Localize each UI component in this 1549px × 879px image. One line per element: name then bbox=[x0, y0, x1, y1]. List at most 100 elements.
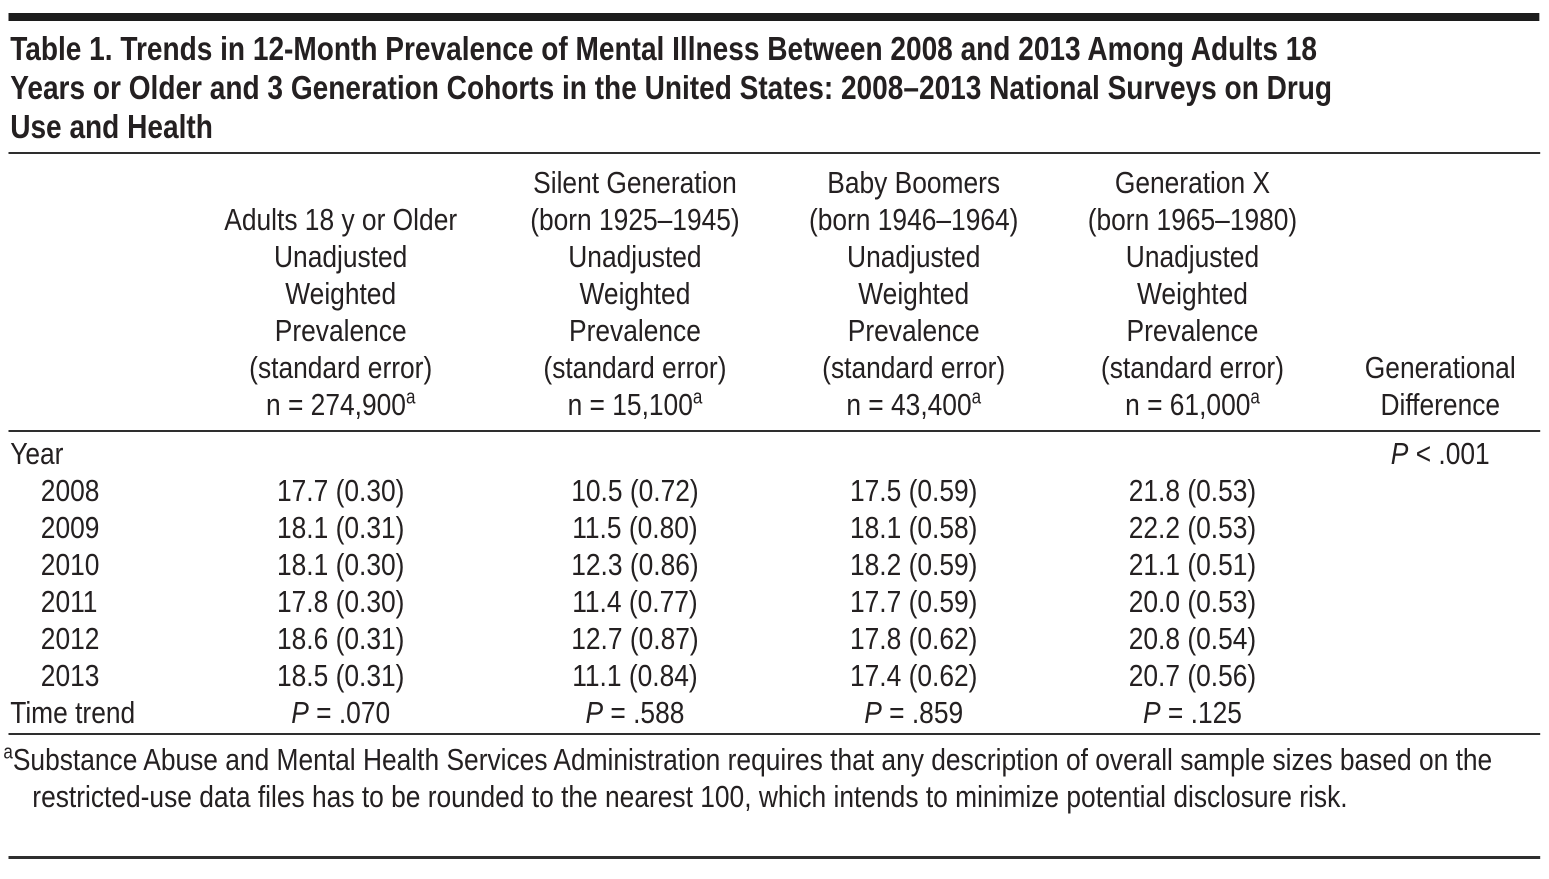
prevalence-cell bbox=[496, 435, 775, 472]
prevalence-cell: 17.7 (0.30) bbox=[276, 473, 405, 508]
table-header-row: Adults 18 y or Older Unadjusted Weighted Pr… bbox=[0, 154, 1549, 430]
prevalence-cell: P = .125 bbox=[1053, 694, 1332, 731]
header-rule bbox=[8, 430, 1541, 432]
prevalence-cell: 18.2 (0.59) bbox=[849, 547, 978, 582]
column-header-silent-generation: Silent Generation (born 1925–1945) Unadjus… bbox=[496, 164, 775, 423]
header-line: Weighted bbox=[858, 276, 970, 311]
header-line: Difference bbox=[1380, 387, 1501, 422]
prevalence-cell: 18.1 (0.58) bbox=[849, 510, 978, 545]
header-line: Unadjusted bbox=[1125, 239, 1260, 274]
bottom-rule bbox=[8, 856, 1541, 859]
table-title: Table 1. Trends in 12-Month Prevalence o… bbox=[10, 30, 1333, 145]
header-line: Unadjusted bbox=[847, 239, 981, 274]
header-line: (born 1946–1964) bbox=[808, 202, 1019, 237]
p-value-text: < .001 bbox=[1408, 436, 1490, 471]
footnote-text: Substance Abuse and Mental Health Servic… bbox=[12, 742, 1493, 814]
column-header-adults-18-or-older: Adults 18 y or Older Unadjusted Weighted Pr… bbox=[186, 201, 496, 423]
table-row-time-trend: Time trend P = .070 P = .588 P = .859 P = .1… bbox=[0, 694, 1549, 731]
sample-size-footnote-marker: a bbox=[692, 386, 703, 409]
table-row-year: Year P < .001 bbox=[0, 435, 1549, 472]
header-line: Generation X bbox=[1114, 165, 1271, 200]
sample-size-text: n = 15,100 bbox=[567, 387, 693, 422]
header-line: Unadjusted bbox=[568, 239, 702, 274]
prevalence-cell: 17.8 (0.62) bbox=[849, 621, 978, 656]
prevalence-cell: 17.8 (0.30) bbox=[276, 584, 405, 619]
prevalence-cell: 17.7 (0.59) bbox=[849, 584, 978, 619]
row-label: 2013 bbox=[40, 658, 100, 693]
prevalence-cell: 11.1 (0.84) bbox=[572, 658, 698, 693]
sample-size-footnote-marker: a bbox=[1250, 386, 1260, 409]
header-sample-size: n = 61,000a bbox=[1053, 386, 1332, 423]
header-line: Adults 18 y or Older bbox=[224, 202, 458, 237]
title-rule bbox=[8, 152, 1541, 154]
prevalence-cell: 17.4 (0.62) bbox=[849, 658, 978, 693]
table-row-2013: 2013 18.5 (0.31) 11.1 (0.84) 17.4 (0.62) 20.… bbox=[0, 657, 1549, 694]
prevalence-cell bbox=[774, 435, 1053, 472]
prevalence-cell: 18.1 (0.31) bbox=[276, 510, 405, 545]
generational-difference-cell bbox=[1332, 546, 1549, 583]
column-header-baby-boomers: Baby Boomers (born 1946–1964) Unadjusted We… bbox=[774, 164, 1053, 423]
p-value-text: = .125 bbox=[1160, 695, 1242, 730]
prevalence-cell: P = .859 bbox=[774, 694, 1053, 731]
prevalence-cell: 12.3 (0.86) bbox=[571, 547, 699, 582]
row-label: Time trend bbox=[10, 695, 136, 730]
generational-difference-cell bbox=[1332, 694, 1549, 731]
table-figure: Table 1. Trends in 12-Month Prevalence o… bbox=[0, 13, 1549, 859]
header-sample-size: n = 274,900a bbox=[186, 386, 496, 423]
header-line: Prevalence bbox=[274, 313, 407, 348]
p-symbol: P bbox=[1143, 695, 1161, 730]
row-label: 2011 bbox=[40, 584, 98, 619]
table-body: Year P < .001 2008 17.7 (0.30) 10.5 (0.72) 17… bbox=[0, 432, 1549, 733]
body-rule bbox=[8, 733, 1541, 735]
prevalence-cell: 18.5 (0.31) bbox=[276, 658, 405, 693]
p-symbol: P bbox=[291, 695, 309, 730]
prevalence-cell: 20.0 (0.53) bbox=[1128, 584, 1257, 619]
generational-difference-cell bbox=[1332, 472, 1549, 509]
prevalence-cell: 20.7 (0.56) bbox=[1128, 658, 1257, 693]
top-bar bbox=[8, 13, 1540, 21]
prevalence-cell: 11.5 (0.80) bbox=[572, 510, 698, 545]
sample-size-text: n = 274,900 bbox=[265, 387, 406, 422]
table-row-2009: 2009 18.1 (0.31) 11.5 (0.80) 18.1 (0.58) 22.… bbox=[0, 509, 1549, 546]
row-label: Year bbox=[10, 436, 64, 471]
footnote-marker: a bbox=[3, 741, 13, 764]
generational-difference-cell: P < .001 bbox=[1332, 435, 1549, 472]
header-line: Baby Boomers bbox=[827, 165, 1001, 200]
row-label: 2008 bbox=[40, 473, 100, 508]
column-header-generation-x: Generation X (born 1965–1980) Unadjusted We… bbox=[1053, 164, 1332, 423]
prevalence-cell: 12.7 (0.87) bbox=[571, 621, 699, 656]
sample-size-footnote-marker: a bbox=[405, 386, 416, 409]
prevalence-cell: 21.1 (0.51) bbox=[1128, 547, 1257, 582]
p-value-text: = .859 bbox=[881, 695, 964, 730]
header-sample-size: n = 43,400a bbox=[774, 386, 1053, 423]
header-line: (born 1965–1980) bbox=[1087, 202, 1298, 237]
header-line: Prevalence bbox=[569, 313, 701, 348]
header-line: Weighted bbox=[1137, 276, 1248, 311]
header-line: Generational bbox=[1364, 350, 1516, 385]
table-footnote: aSubstance Abuse and Mental Health Servi… bbox=[3, 741, 1538, 852]
header-line: Weighted bbox=[285, 276, 397, 311]
prevalence-cell: 10.5 (0.72) bbox=[571, 473, 699, 508]
header-line: Prevalence bbox=[1126, 313, 1259, 348]
table-row-2011: 2011 17.8 (0.30) 11.4 (0.77) 17.7 (0.59) 20.… bbox=[0, 583, 1549, 620]
sample-size-text: n = 61,000 bbox=[1125, 387, 1251, 422]
prevalence-cell bbox=[1053, 435, 1332, 472]
header-line: (born 1925–1945) bbox=[530, 202, 740, 237]
prevalence-cell: 18.6 (0.31) bbox=[276, 621, 405, 656]
table-row-2010: 2010 18.1 (0.30) 12.3 (0.86) 18.2 (0.59) 21.… bbox=[0, 546, 1549, 583]
generational-difference-cell bbox=[1332, 620, 1549, 657]
sample-size-text: n = 43,400 bbox=[846, 387, 972, 422]
header-line: (standard error) bbox=[543, 350, 727, 385]
row-label: 2010 bbox=[40, 547, 100, 582]
p-symbol: P bbox=[1390, 436, 1409, 471]
header-sample-size: n = 15,100a bbox=[496, 386, 775, 423]
prevalence-cell: 18.1 (0.30) bbox=[276, 547, 405, 582]
prevalence-cell: 17.5 (0.59) bbox=[849, 473, 978, 508]
generational-difference-cell bbox=[1332, 657, 1549, 694]
header-line: Prevalence bbox=[847, 313, 980, 348]
header-line: (standard error) bbox=[249, 350, 433, 385]
table-row-2008: 2008 17.7 (0.30) 10.5 (0.72) 17.5 (0.59) 21.… bbox=[0, 472, 1549, 509]
prevalence-cell bbox=[186, 435, 496, 472]
sample-size-footnote-marker: a bbox=[971, 386, 982, 409]
header-line: (standard error) bbox=[822, 350, 1006, 385]
